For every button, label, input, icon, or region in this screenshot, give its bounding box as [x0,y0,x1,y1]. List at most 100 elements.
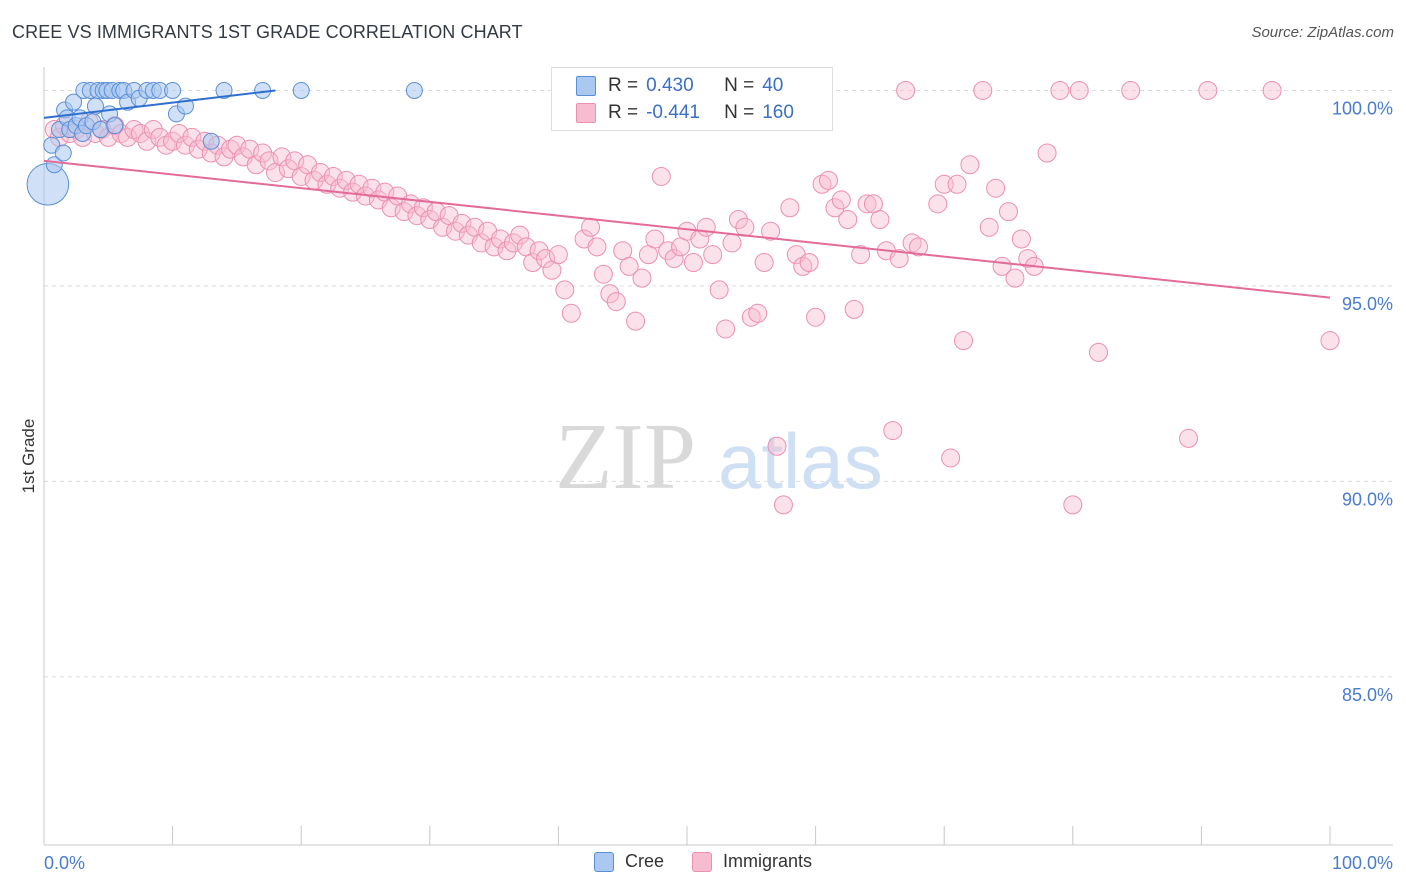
cree-points [26,81,423,206]
immigrants-point [143,120,163,140]
watermark-atlas: atlas [718,417,883,505]
immigrants-point [510,225,530,245]
immigrants-point [130,123,150,143]
y-tick-label: 95.0% [1342,294,1393,314]
immigrants-point [838,209,858,229]
immigrants-point [214,147,234,167]
cree-r-value: 0.430 [646,75,694,96]
immigrants-point [446,221,466,241]
immigrants-point [831,190,851,210]
immigrants-point [1050,80,1070,100]
immigrants-r-value: -0.441 [646,102,700,123]
immigrants-point [889,249,909,269]
legend-row-cree: R = 0.430 N = 40 [576,73,783,99]
immigrants-point [606,292,626,312]
y-tick-label: 100.0% [1332,98,1393,118]
immigrants-point [735,217,755,237]
immigrants-point [696,217,716,237]
immigrants-point [587,237,607,257]
immigrants-point [658,241,678,261]
immigrants-point [908,237,928,257]
immigrants-point [1121,80,1141,100]
immigrants-point [188,139,208,159]
immigrants-point [523,252,543,272]
immigrants-point [1262,80,1282,100]
immigrants-point [227,135,247,155]
watermark: ZIP atlas [555,405,883,509]
immigrants-point [626,311,646,331]
y-tick-label: 90.0% [1342,489,1393,509]
stats-legend: R = 0.430 N = 40 R = -0.441 N = 160 [551,67,833,131]
immigrants-point [433,217,453,237]
immigrants-legend-swatch [692,851,712,872]
cree-point [92,121,110,139]
x-tick-label-min: 0.0% [44,853,85,873]
immigrants-point [452,213,472,233]
immigrants-n-label: N = [724,102,755,123]
immigrants-point [503,233,523,253]
legend-item-immigrants[interactable]: Immigrants [692,851,812,872]
cree-point [164,81,182,99]
immigrants-r-label: R = [608,102,639,123]
cree-point [106,117,124,135]
immigrants-point [896,80,916,100]
immigrants-point [632,268,652,288]
immigrants-swatch [576,103,596,123]
immigrants-point [664,249,684,269]
immigrants-point [941,448,961,468]
immigrants-point [407,206,427,226]
immigrants-point [947,174,967,194]
grid-lines [44,89,1393,678]
immigrants-point [548,245,568,265]
immigrants-point [246,155,266,175]
immigrants-point [722,233,742,253]
immigrants-point [491,229,511,249]
immigrants-point [323,166,343,186]
cree-point [65,93,83,111]
cree-r-label: R = [608,75,639,96]
immigrants-point [163,131,183,151]
immigrants-point [645,229,665,249]
immigrants-point [529,241,549,261]
immigrants-point [291,166,311,186]
immigrants-point [600,284,620,304]
immigrants-point [825,198,845,218]
immigrants-point [883,421,903,441]
y-axis-title: 1st Grade [19,419,38,494]
immigrants-point [349,174,369,194]
cree-n-label: N = [724,75,755,96]
cree-trend-line [43,89,276,119]
legend-item-cree[interactable]: Cree [593,851,664,872]
immigrants-point [413,198,433,218]
immigrants-point [182,127,202,147]
watermark-zip: ZIP [555,405,696,509]
immigrants-point [818,170,838,190]
immigrants-point [870,209,890,229]
immigrants-point [175,135,195,155]
immigrants-point [844,299,864,319]
chart-title: CREE VS IMMIGRANTS 1ST GRADE CORRELATION… [12,22,523,42]
immigrants-point [761,221,781,241]
immigrants-trend-line [43,159,1331,299]
immigrants-point [728,209,748,229]
tick-labels: 100.0% 95.0% 90.0% 85.0% 0.0% 100.0% 1st Grade [19,98,1393,873]
immigrants-point [336,170,356,190]
immigrants-point [1320,331,1340,351]
immigrants-point [253,143,273,163]
immigrants-point [169,123,189,143]
immigrants-point [1069,80,1089,100]
immigrants-point [651,166,671,186]
immigrants-legend-label: Immigrants [723,851,813,871]
immigrants-point [1198,80,1218,100]
immigrants-n-value: 160 [762,102,794,123]
series-legend: Cree Immigrants [0,851,1406,872]
x-tick-label-max: 100.0% [1332,853,1393,873]
cree-point [202,132,220,150]
cree-legend-label: Cree [624,851,664,871]
immigrants-point [150,127,170,147]
immigrants-point [683,252,703,272]
cree-legend-swatch [593,851,614,872]
immigrants-point [953,331,973,351]
immigrants-point [471,233,491,253]
